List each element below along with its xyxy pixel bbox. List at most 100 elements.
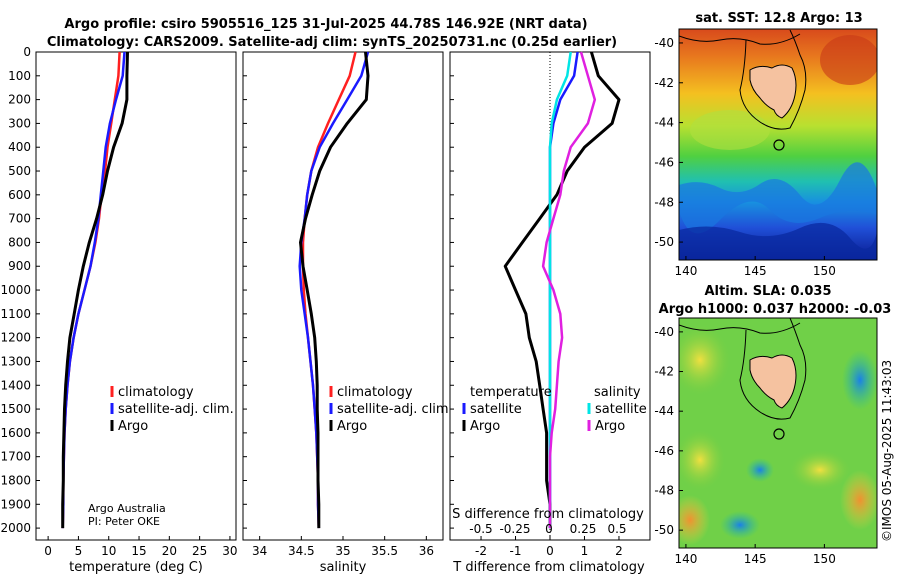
depth-tick-label: 900 (8, 259, 31, 273)
legend-s-satellite-label: satellite (595, 402, 647, 417)
sla-tasmania (749, 354, 797, 409)
map-y-tick-label: -40 (654, 325, 674, 339)
map-y-tick-label: -50 (654, 235, 674, 249)
x-tick-label: 34.5 (288, 544, 315, 558)
x-tick-label: -2 (475, 544, 487, 558)
map-y-tick-label: -48 (654, 484, 674, 498)
legend-t-satellite-label: satellite (470, 402, 522, 417)
temperature-panel: 0 5 10 15 20 25 30 0 100 200 300 400 500 600 700 800 90… (0, 45, 237, 575)
legend-climatology-label: climatology (337, 385, 413, 400)
x-tick-label: 1 (581, 544, 589, 558)
sla-ticks: 140 145 150 -40 -42 -44 -46 -48 -50 (654, 325, 835, 566)
sst-cool-patch (690, 110, 770, 150)
map-y-tick-label: -42 (654, 76, 674, 90)
sla-frame (678, 317, 878, 549)
depth-tick-label: 2000 (0, 521, 31, 535)
x-tick-label: 0 (546, 544, 554, 558)
sla-yellow-blob (679, 325, 730, 395)
map-y-tick-label: -44 (654, 116, 674, 130)
difference-lines (503, 51, 621, 529)
series-line-s-argo (541, 51, 597, 529)
sst-warm-patch (820, 35, 877, 85)
map-x-tick-label: 150 (813, 264, 836, 278)
legend-temperature-title: temperature (470, 385, 552, 400)
depth-tick-label: 600 (8, 188, 31, 202)
sla-map: Altim. SLA: 0.035 Argo h1000: 0.037 h200… (654, 284, 891, 566)
series-line-t-argo (503, 51, 621, 529)
x-tick-label: -1 (510, 544, 522, 558)
salinity-ticks: 34 34.5 35 35.5 36 (243, 51, 434, 558)
depth-tick-label: 1600 (0, 426, 31, 440)
depth-tick-label: 1100 (0, 307, 31, 321)
temperature-ticks: 0 5 10 15 20 25 30 (44, 536, 238, 558)
sla-blue-blob (842, 350, 877, 410)
sst-argo-marker (773, 139, 785, 151)
credit-line2: PI: Peter OKE (88, 515, 160, 528)
map-y-tick-label: -40 (654, 36, 674, 50)
sla-orange-blob (840, 470, 877, 530)
temperature-axes-box (35, 51, 237, 541)
salinity-lines (298, 51, 370, 529)
salinity-panel: 34 34.5 35 35.5 36 salinity climatology sate… (242, 51, 453, 575)
map-y-tick-label: -46 (654, 155, 674, 169)
legend-satellite-label: satellite-adj. clim. (337, 402, 453, 417)
x-tick-label: 5 (75, 544, 83, 558)
x-tick-label: 35.5 (371, 544, 398, 558)
sla-blue-blob (720, 511, 760, 539)
x-tick-label: 20 (162, 544, 177, 558)
depth-tick-label: 1800 (0, 473, 31, 487)
x-tick-label: 0 (44, 544, 52, 558)
credit-line1: Argo Australia (88, 502, 166, 515)
depth-tick-label: 1500 (0, 402, 31, 416)
difference-panel: -2 -1 0 1 2 -0.5 -0.25 0 0.25 0.5 T difference fr… (449, 51, 651, 575)
x-tick-label: 2 (615, 544, 623, 558)
map-y-tick-label: -48 (654, 195, 674, 209)
figure-title-line1: Argo profile: csiro 5905516_125 31-Jul-2… (64, 17, 587, 32)
x-tick-label: 35 (335, 544, 350, 558)
series-line-argo (61, 51, 129, 529)
sla-blue-blob (746, 458, 774, 482)
legend-argo-label: Argo (118, 419, 148, 434)
sst-ticks: 140 145 150 -40 -42 -44 -46 -48 -50 (654, 36, 835, 278)
sst-mainland-contour (679, 33, 801, 45)
map-y-tick-label: -50 (654, 523, 674, 537)
map-x-tick-label: 140 (674, 552, 697, 566)
map-x-tick-label: 140 (674, 264, 697, 278)
series-line-argo (299, 51, 370, 529)
x-tick-label: 34 (252, 544, 267, 558)
legend-s-argo-label: Argo (595, 419, 625, 434)
sla-map-title2: Argo h1000: 0.037 h2000: -0.03 (659, 302, 892, 317)
depth-ticks: 0 100 200 300 400 500 600 700 800 900 1000 1100 1200… (0, 45, 40, 535)
map-y-tick-label: -42 (654, 365, 674, 379)
legend-t-argo-label: Argo (470, 419, 500, 434)
depth-tick-label: 1700 (0, 450, 31, 464)
x2-tick-label: -0.5 (469, 522, 492, 536)
temperature-xlabel: temperature (deg C) (69, 560, 203, 575)
temperature-legend: climatology satellite-adj. clim. Argo (110, 385, 234, 434)
sla-map-title1: Altim. SLA: 0.035 (705, 284, 832, 299)
salinity-legend: climatology satellite-adj. clim. Argo (329, 385, 453, 434)
legend-climatology-label: climatology (118, 385, 194, 400)
depth-tick-label: 200 (8, 93, 31, 107)
difference-xlabel-s: S difference from climatology (452, 507, 644, 522)
x-tick-label: 25 (192, 544, 207, 558)
depth-tick-label: 0 (23, 45, 31, 59)
sst-tasmania (749, 64, 797, 119)
difference-legend: temperature satellite Argo salinity sate… (462, 385, 647, 434)
map-x-tick-label: 145 (744, 264, 767, 278)
x2-tick-label: 0 (545, 522, 553, 536)
x-tick-label: 10 (101, 544, 116, 558)
timestamp: ©IMOS 05-Aug-2025 11:43:03 (880, 360, 894, 542)
sla-mainland-contour (679, 322, 801, 334)
salinity-axes-box (242, 51, 444, 541)
legend-salinity-title: salinity (594, 385, 641, 400)
depth-tick-label: 100 (8, 69, 31, 83)
legend-argo-label: Argo (337, 419, 367, 434)
legend-satellite-label: satellite-adj. clim. (118, 402, 234, 417)
depth-tick-label: 500 (8, 164, 31, 178)
depth-tick-label: 1900 (0, 497, 31, 511)
depth-tick-label: 1000 (0, 283, 31, 297)
sla-orange-blob (679, 495, 710, 545)
depth-tick-label: 300 (8, 116, 31, 130)
